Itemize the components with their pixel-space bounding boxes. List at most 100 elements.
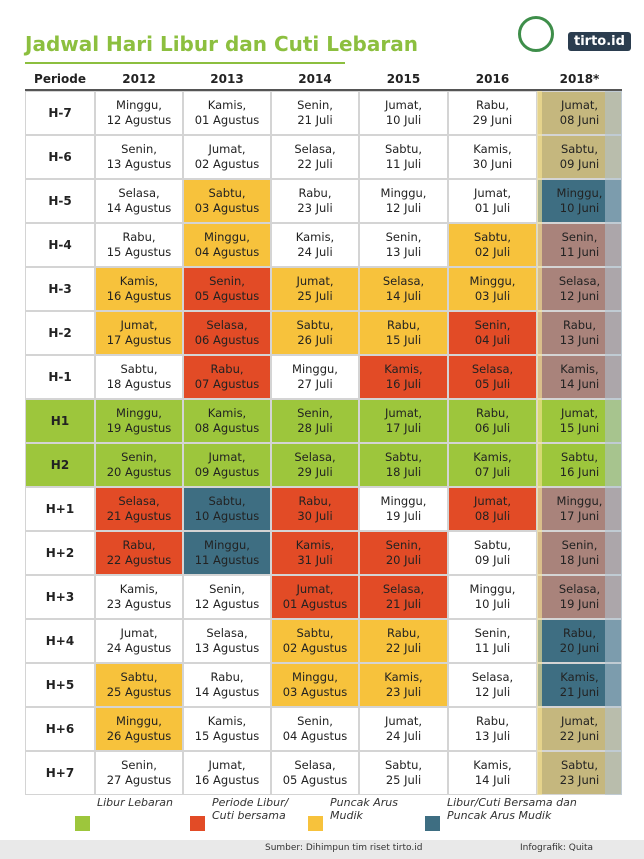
date-cell: Rabu, 14 Agustus	[183, 663, 271, 707]
period-label: H-4	[25, 223, 95, 267]
date-cell: Senin, 20 Agustus	[95, 443, 183, 487]
date-cell: Sabtu, 10 Agustus	[183, 487, 271, 531]
column-header: 2016	[448, 69, 537, 91]
date-cell: Senin, 04 Agustus	[271, 707, 359, 751]
highlight-strip	[537, 91, 542, 795]
date-cell: Jumat, 01 Agustus	[271, 575, 359, 619]
date-cell: Rabu, 30 Juli	[271, 487, 359, 531]
date-cell: Minggu, 19 Juli	[359, 487, 448, 531]
title: Jadwal Hari Libur dan Cuti Lebaran	[25, 32, 418, 56]
date-cell: Rabu, 07 Agustus	[183, 355, 271, 399]
date-cell: Jumat, 09 Agustus	[183, 443, 271, 487]
date-cell: Sabtu, 18 Agustus	[95, 355, 183, 399]
date-cell: Selasa, 12 Juli	[448, 663, 537, 707]
footer-bar	[0, 840, 644, 859]
date-cell: Selasa, 14 Agustus	[95, 179, 183, 223]
date-cell: Sabtu, 26 Juli	[271, 311, 359, 355]
date-cell: Jumat, 16 Agustus	[183, 751, 271, 795]
date-cell: Selasa, 22 Juli	[271, 135, 359, 179]
column-header: Periode	[25, 69, 95, 91]
date-cell: Kamis, 01 Agustus	[183, 91, 271, 135]
date-cell: Sabtu, 25 Juli	[359, 751, 448, 795]
date-cell: Jumat, 25 Juli	[271, 267, 359, 311]
period-label: H+6	[25, 707, 95, 751]
date-cell: Sabtu, 09 Juli	[448, 531, 537, 575]
period-label: H-7	[25, 91, 95, 135]
date-cell: Rabu, 06 Juli	[448, 399, 537, 443]
date-cell: Senin, 11 Juli	[448, 619, 537, 663]
period-label: H-5	[25, 179, 95, 223]
date-cell: Kamis, 16 Agustus	[95, 267, 183, 311]
date-cell: Minggu, 12 Agustus	[95, 91, 183, 135]
period-label: H-6	[25, 135, 95, 179]
date-cell: Selasa, 06 Agustus	[183, 311, 271, 355]
date-cell: Selasa, 05 Juli	[448, 355, 537, 399]
legend-label: Periode Libur/ Cuti bersama	[212, 796, 289, 822]
date-cell: Senin, 21 Juli	[271, 91, 359, 135]
period-label: H1	[25, 399, 95, 443]
date-cell: Jumat, 08 Juli	[448, 487, 537, 531]
date-cell: Sabtu, 11 Juli	[359, 135, 448, 179]
date-cell: Senin, 05 Agustus	[183, 267, 271, 311]
legend-label: Puncak Arus Mudik	[330, 796, 398, 822]
date-cell: Sabtu, 02 Agustus	[271, 619, 359, 663]
date-cell: Rabu, 13 Juli	[448, 707, 537, 751]
period-label: H+3	[25, 575, 95, 619]
date-cell: Kamis, 14 Juli	[448, 751, 537, 795]
date-cell: Senin, 13 Agustus	[95, 135, 183, 179]
date-cell: Rabu, 15 Agustus	[95, 223, 183, 267]
column-header: 2015	[359, 69, 448, 91]
date-cell: Jumat, 17 Agustus	[95, 311, 183, 355]
date-cell: Rabu, 22 Juli	[359, 619, 448, 663]
date-cell: Rabu, 23 Juli	[271, 179, 359, 223]
date-cell: Senin, 28 Juli	[271, 399, 359, 443]
date-cell: Senin, 13 Juli	[359, 223, 448, 267]
date-cell: Kamis, 07 Juli	[448, 443, 537, 487]
date-cell: Minggu, 03 Agustus	[271, 663, 359, 707]
date-cell: Jumat, 10 Juli	[359, 91, 448, 135]
date-cell: Kamis, 30 Juni	[448, 135, 537, 179]
date-cell: Sabtu, 02 Juli	[448, 223, 537, 267]
date-cell: Senin, 12 Agustus	[183, 575, 271, 619]
column-header: 2018*	[537, 69, 622, 91]
period-label: H+2	[25, 531, 95, 575]
period-label: H-1	[25, 355, 95, 399]
date-cell: Kamis, 31 Juli	[271, 531, 359, 575]
date-cell: Senin, 27 Agustus	[95, 751, 183, 795]
date-cell: Minggu, 10 Juli	[448, 575, 537, 619]
date-cell: Rabu, 29 Juni	[448, 91, 537, 135]
legend-swatch	[190, 816, 205, 831]
legend-label: Libur Lebaran	[97, 796, 174, 809]
date-cell: Jumat, 24 Agustus	[95, 619, 183, 663]
date-cell: Selasa, 14 Juli	[359, 267, 448, 311]
period-label: H-3	[25, 267, 95, 311]
highlight-strip	[605, 91, 622, 795]
date-cell: Selasa, 13 Agustus	[183, 619, 271, 663]
column-header: 2014	[271, 69, 359, 91]
brand: tirto.id	[568, 32, 631, 51]
date-cell: Selasa, 21 Juli	[359, 575, 448, 619]
date-cell: Kamis, 23 Agustus	[95, 575, 183, 619]
date-cell: Jumat, 02 Agustus	[183, 135, 271, 179]
date-cell: Minggu, 03 Juli	[448, 267, 537, 311]
title-rule	[25, 62, 345, 64]
date-cell: Minggu, 11 Agustus	[183, 531, 271, 575]
period-label: H+5	[25, 663, 95, 707]
legend-swatch	[308, 816, 323, 831]
date-cell: Sabtu, 03 Agustus	[183, 179, 271, 223]
period-label: H+1	[25, 487, 95, 531]
source: Sumber: Dihimpun tim riset tirto.id	[265, 843, 423, 853]
period-label: H+4	[25, 619, 95, 663]
column-header: 2013	[183, 69, 271, 91]
date-cell: Selasa, 05 Agustus	[271, 751, 359, 795]
date-cell: Selasa, 21 Agustus	[95, 487, 183, 531]
credit: Infografik: Quita	[520, 843, 594, 853]
date-cell: Kamis, 16 Juli	[359, 355, 448, 399]
period-label: H+7	[25, 751, 95, 795]
date-cell: Senin, 04 Juli	[448, 311, 537, 355]
date-cell: Kamis, 23 Juli	[359, 663, 448, 707]
date-cell: Minggu, 27 Juli	[271, 355, 359, 399]
column-header: 2012	[95, 69, 183, 91]
date-cell: Rabu, 22 Agustus	[95, 531, 183, 575]
